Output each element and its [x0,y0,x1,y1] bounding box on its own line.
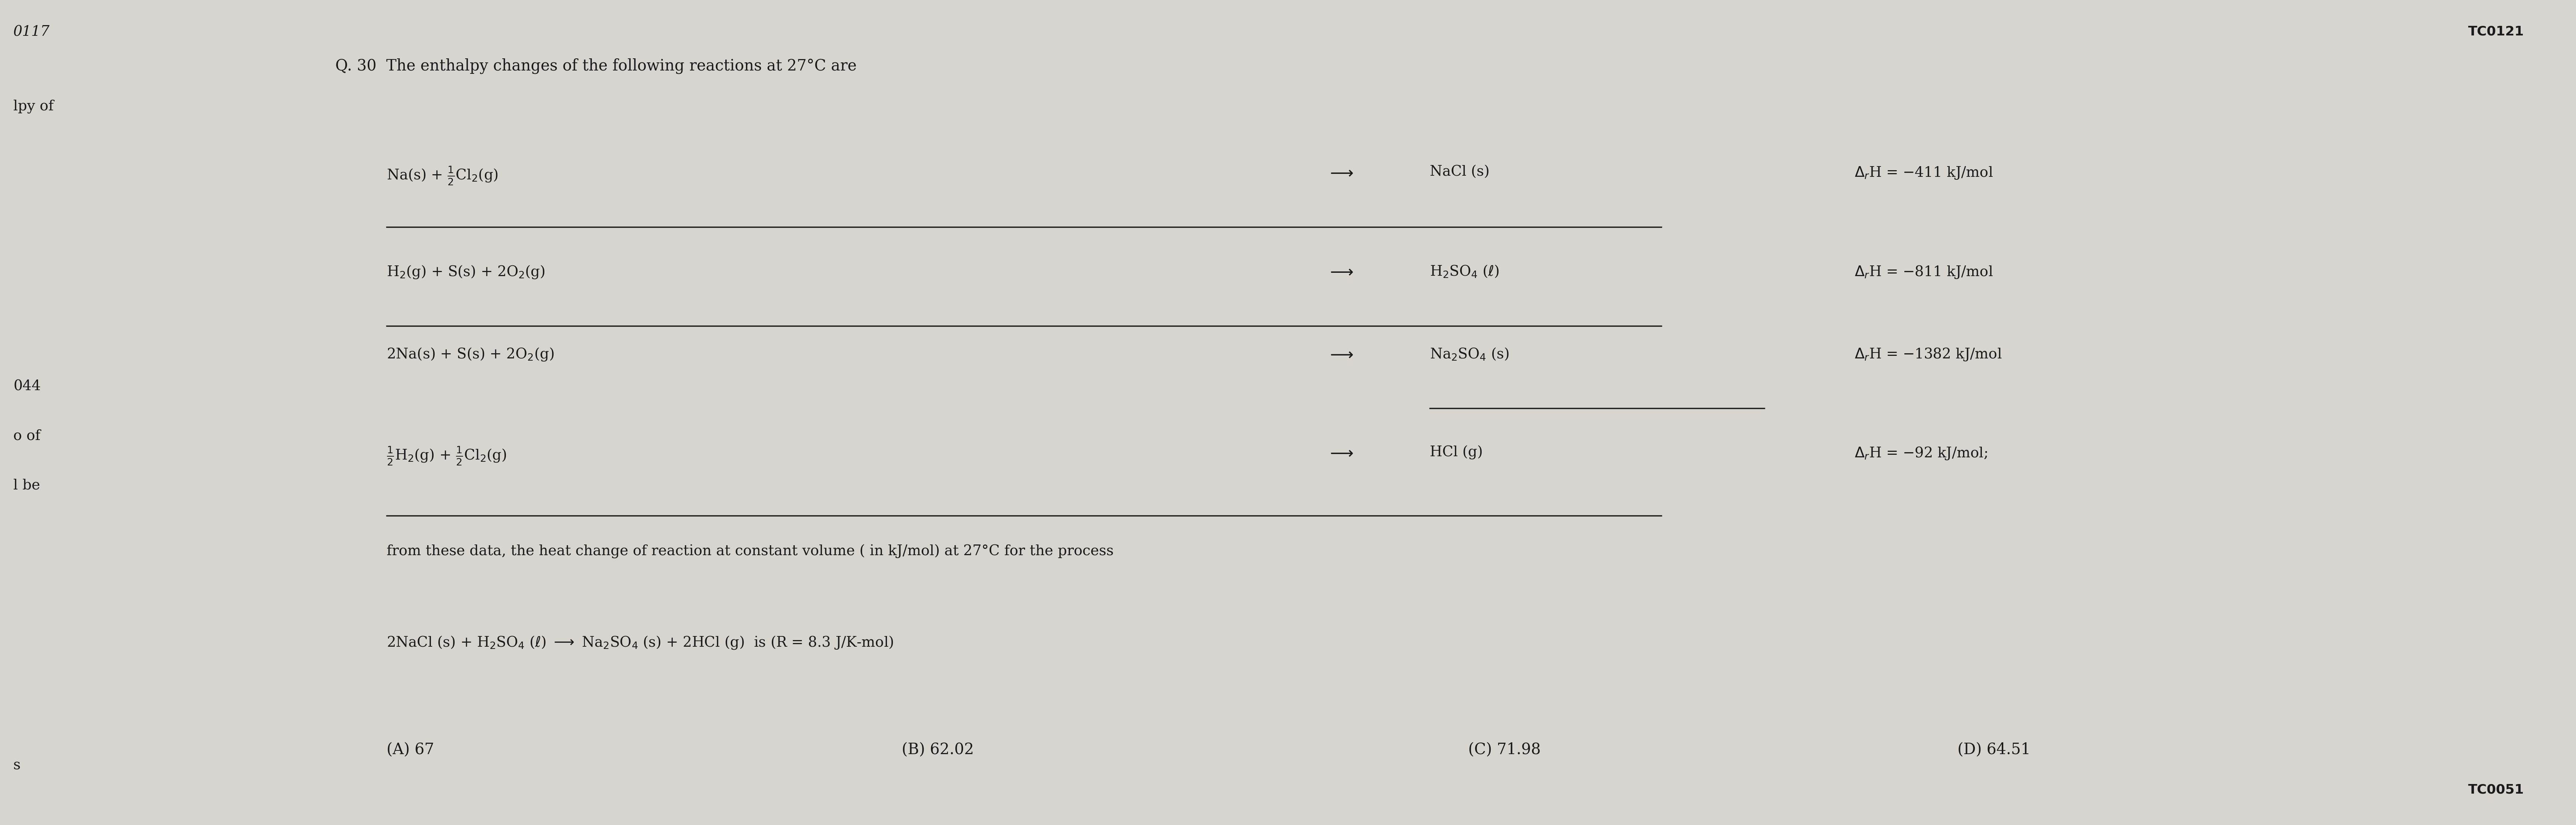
Text: (C) 71.98: (C) 71.98 [1468,742,1540,757]
Text: 044: 044 [13,380,41,394]
Text: (A) 67: (A) 67 [386,742,435,757]
Text: (B) 62.02: (B) 62.02 [902,742,974,757]
Text: Na(s) + $\frac{1}{2}$Cl$_2$(g): Na(s) + $\frac{1}{2}$Cl$_2$(g) [386,165,497,186]
Text: $\longrightarrow$: $\longrightarrow$ [1327,264,1352,280]
Text: $\longrightarrow$: $\longrightarrow$ [1327,346,1352,362]
Text: H$_2$SO$_4$ ($\ell$): H$_2$SO$_4$ ($\ell$) [1430,264,1499,279]
Text: $\frac{1}{2}$H$_2$(g) + $\frac{1}{2}$Cl$_2$(g): $\frac{1}{2}$H$_2$(g) + $\frac{1}{2}$Cl$… [386,446,507,467]
Text: $\longrightarrow$: $\longrightarrow$ [1327,165,1352,182]
Text: H$_2$(g) + S(s) + 2O$_2$(g): H$_2$(g) + S(s) + 2O$_2$(g) [386,264,546,280]
Text: o of: o of [13,429,41,443]
Text: $\Delta_r$H = $-$1382 kJ/mol: $\Delta_r$H = $-$1382 kJ/mol [1855,346,2002,362]
Text: 0117: 0117 [13,26,49,39]
Text: s: s [13,758,21,772]
Text: NaCl (s): NaCl (s) [1430,165,1489,179]
Text: $\Delta_r$H = $-$92 kJ/mol;: $\Delta_r$H = $-$92 kJ/mol; [1855,446,1989,461]
Text: TC0051: TC0051 [2468,783,2524,796]
Text: HCl (g): HCl (g) [1430,446,1484,460]
Text: 2Na(s) + S(s) + 2O$_2$(g): 2Na(s) + S(s) + 2O$_2$(g) [386,346,554,362]
Text: Q. 30  The enthalpy changes of the following reactions at 27°C are: Q. 30 The enthalpy changes of the follow… [335,59,858,74]
Text: $\Delta_r$H = $-$811 kJ/mol: $\Delta_r$H = $-$811 kJ/mol [1855,264,1994,280]
Text: from these data, the heat change of reaction at constant volume ( in kJ/mol) at : from these data, the heat change of reac… [386,545,1113,559]
Text: Na$_2$SO$_4$ (s): Na$_2$SO$_4$ (s) [1430,346,1510,361]
Text: $\longrightarrow$: $\longrightarrow$ [1327,446,1352,461]
Text: TC0121: TC0121 [2468,26,2524,38]
Text: l be: l be [13,478,41,492]
Text: 2NaCl (s) + H$_2$SO$_4$ ($\ell$) $\longrightarrow$ Na$_2$SO$_4$ (s) + 2HCl (g)  : 2NaCl (s) + H$_2$SO$_4$ ($\ell$) $\longr… [386,635,894,650]
Text: (D) 64.51: (D) 64.51 [1958,742,2030,757]
Text: $\Delta_r$H = $-$411 kJ/mol: $\Delta_r$H = $-$411 kJ/mol [1855,165,1994,181]
Text: lpy of: lpy of [13,99,54,113]
